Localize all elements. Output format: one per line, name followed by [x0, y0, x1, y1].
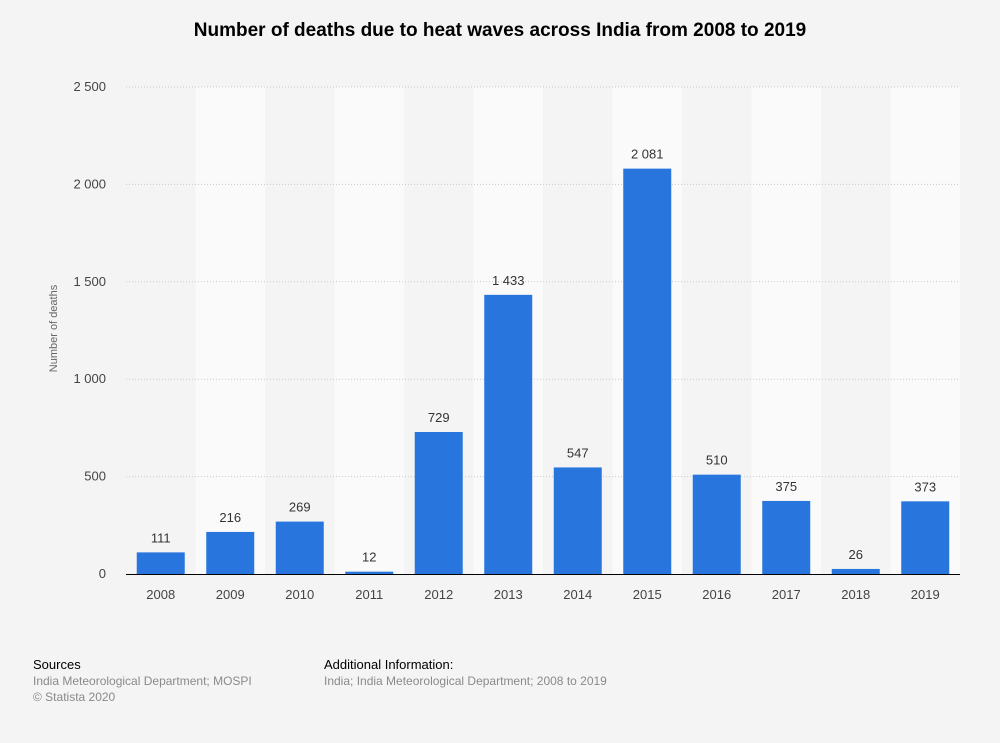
- x-tick-label: 2014: [563, 587, 592, 602]
- value-label: 547: [567, 445, 589, 460]
- value-labels: 111 216 269 12 729 1 433 547 2 081 510 375 26 373: [151, 147, 936, 565]
- x-tick-label: 2011: [355, 587, 383, 602]
- value-label: 216: [219, 510, 241, 525]
- x-tick-label: 2012: [424, 587, 453, 602]
- value-label: 12: [362, 550, 376, 565]
- sources-block: Sources India Meteorological Department;…: [33, 657, 252, 705]
- column-band: [195, 87, 265, 574]
- bar-2013[interactable]: [484, 294, 533, 574]
- column-band: [890, 87, 960, 574]
- x-tick-label: 2013: [494, 587, 523, 602]
- bar-2014[interactable]: [553, 467, 602, 574]
- bar-2008[interactable]: [136, 552, 185, 574]
- value-label: 1 433: [492, 273, 525, 288]
- value-label: 510: [706, 453, 728, 468]
- y-axis-label: Number of deaths: [48, 284, 60, 372]
- bar-2011[interactable]: [345, 571, 394, 574]
- sources-line-1: India Meteorological Department; MOSPI: [33, 674, 252, 688]
- bars: [136, 168, 950, 574]
- value-label: 375: [775, 479, 797, 494]
- y-tick-label: 0: [99, 566, 106, 581]
- y-tick-label: 500: [84, 469, 106, 484]
- bar-2017[interactable]: [762, 500, 811, 574]
- value-label: 111: [151, 530, 171, 545]
- value-label: 2 081: [631, 147, 664, 162]
- sources-heading: Sources: [33, 657, 81, 672]
- x-tick-label: 2010: [285, 587, 314, 602]
- value-label: 269: [289, 500, 311, 515]
- bar-2012[interactable]: [414, 431, 463, 574]
- x-tick-label: 2017: [772, 587, 801, 602]
- x-tick-label: 2018: [841, 587, 870, 602]
- value-label: 729: [428, 410, 450, 425]
- bar-2018[interactable]: [831, 568, 880, 574]
- gridlines: [126, 86, 960, 478]
- y-tick-label: 2 000: [73, 176, 106, 191]
- x-tick-label: 2008: [146, 587, 175, 602]
- x-axis-ticks: 2008 2009 2010 2011 2012 2013 2014 2015 2016 2017…: [146, 587, 939, 602]
- additional-info-block: Additional Information: India; India Met…: [324, 657, 607, 689]
- y-tick-label: 1 000: [73, 371, 106, 386]
- column-band: [334, 87, 404, 574]
- bar-2010[interactable]: [275, 521, 324, 574]
- additional-info-heading: Additional Information:: [324, 657, 454, 672]
- bar-2019[interactable]: [901, 501, 950, 574]
- y-axis-ticks: 0 500 1 000 1 500 2 000 2 500: [73, 79, 106, 581]
- y-tick-label: 1 500: [73, 274, 106, 289]
- column-band: [751, 87, 821, 574]
- chart-title: Number of deaths due to heat waves acros…: [193, 20, 807, 41]
- bar-2009[interactable]: [206, 531, 255, 574]
- x-tick-label: 2016: [702, 587, 731, 602]
- sources-line-2: © Statista 2020: [33, 690, 116, 704]
- y-tick-label: 2 500: [73, 79, 106, 94]
- x-tick-label: 2019: [911, 587, 940, 602]
- additional-info-text: India; India Meteorological Department; …: [324, 674, 607, 688]
- bar-2015[interactable]: [623, 168, 672, 574]
- value-label: 373: [914, 479, 936, 494]
- bar-2016[interactable]: [692, 474, 741, 574]
- x-tick-label: 2015: [633, 587, 662, 602]
- value-label: 26: [849, 547, 863, 562]
- x-tick-label: 2009: [216, 587, 245, 602]
